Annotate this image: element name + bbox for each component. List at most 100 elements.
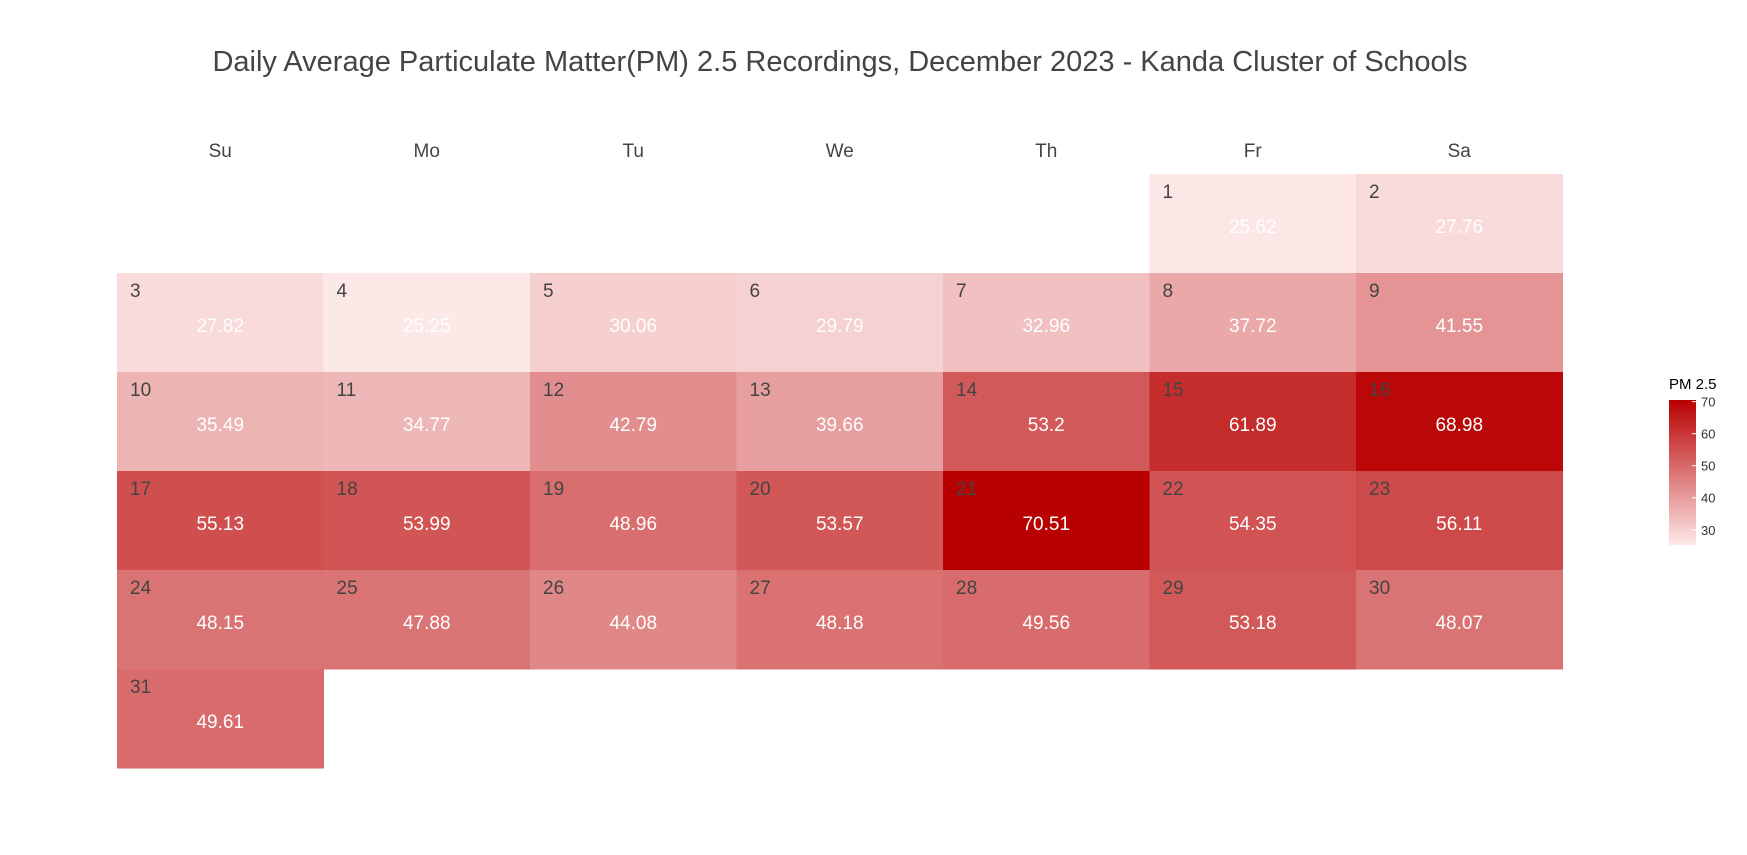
- day-cell-10: 10 35.49: [117, 372, 324, 472]
- day-number-label: 3: [130, 281, 141, 302]
- pm25-value-label: 55.13: [196, 514, 244, 535]
- day-cell-fill: [117, 669, 324, 769]
- legend-color-bar: [1669, 400, 1696, 545]
- pm25-value-label: 48.96: [609, 514, 657, 535]
- day-cell-fill: [1149, 273, 1357, 373]
- legend-tick-label: 40: [1701, 491, 1715, 506]
- day-cell-4: 425.25: [323, 273, 531, 373]
- pm25-value-label: 34.77: [403, 415, 451, 436]
- weekday-label-tu: Tu: [623, 141, 644, 162]
- day-number-label: 1: [1163, 182, 1174, 203]
- day-cell-fill: [943, 273, 1150, 373]
- day-cell-24: 24 48.15: [117, 570, 324, 670]
- day-cell-fill: [323, 471, 531, 571]
- day-cell-16: 16 68.98: [1356, 372, 1563, 472]
- pm25-value-label: 49.61: [196, 712, 244, 733]
- pm25-value-label: 61.89: [1229, 415, 1277, 436]
- color-legend: PM 2.5 30 40 50 60 70: [1669, 376, 1717, 545]
- day-number-label: 19: [543, 479, 564, 500]
- legend-tick-label: 30: [1701, 523, 1715, 538]
- day-number-label: 31: [130, 677, 151, 698]
- pm25-value-label: 39.66: [816, 415, 864, 436]
- pm25-value-label: 37.72: [1229, 316, 1277, 337]
- day-cell-fill: [117, 570, 324, 670]
- pm25-value-label: 68.98: [1435, 415, 1483, 436]
- day-cell-fill: [323, 570, 531, 670]
- day-cell-fill: [1356, 372, 1563, 472]
- day-cell-30: 30 48.07: [1356, 570, 1563, 670]
- day-number-label: 20: [750, 479, 771, 500]
- pm25-value-label: 35.49: [196, 415, 244, 436]
- day-number-label: 17: [130, 479, 151, 500]
- pm25-value-label: 32.96: [1022, 316, 1070, 337]
- pm25-value-label: 48.18: [816, 613, 864, 634]
- pm25-value-label: 53.18: [1229, 613, 1277, 634]
- chart-title: Daily Average Particulate Matter(PM) 2.5…: [212, 46, 1467, 78]
- day-number-label: 13: [750, 380, 771, 401]
- day-number-label: 18: [337, 479, 358, 500]
- legend-title: PM 2.5: [1669, 376, 1717, 393]
- day-number-label: 29: [1163, 578, 1184, 599]
- day-cell-2: 227.76: [1356, 174, 1563, 274]
- day-cell-23: 23 56.11: [1356, 471, 1563, 571]
- pm25-value-label: 25.25: [403, 316, 451, 337]
- day-cell-fill: [1356, 570, 1563, 670]
- day-cell-fill: [943, 471, 1150, 571]
- day-number-label: 30: [1369, 578, 1390, 599]
- day-cell-fill: [530, 570, 737, 670]
- day-cell-fill: [943, 372, 1150, 472]
- pm25-value-label: 54.35: [1229, 514, 1277, 535]
- day-number-label: 8: [1163, 281, 1174, 302]
- day-number-label: 4: [337, 281, 348, 302]
- day-cell-27: 27 48.18: [736, 570, 944, 670]
- pm25-value-label: 47.88: [403, 613, 451, 634]
- pm25-value-label: 70.51: [1022, 514, 1070, 535]
- calendar-grid: 125.62227.76327.82425.25530.06629.79732.…: [117, 174, 1563, 769]
- day-number-label: 16: [1369, 380, 1390, 401]
- day-cell-fill: [736, 273, 944, 373]
- day-cell-fill: [736, 471, 944, 571]
- legend-ticks: 30 40 50 60 70: [1692, 395, 1715, 538]
- day-number-label: 21: [956, 479, 977, 500]
- day-cell-3: 327.82: [117, 273, 324, 373]
- day-cell-18: 18 53.99: [323, 471, 531, 571]
- day-number-label: 15: [1163, 380, 1184, 401]
- day-cell-fill: [1356, 471, 1563, 571]
- day-cell-20: 20 53.57: [736, 471, 944, 571]
- day-cell-6: 629.79: [736, 273, 944, 373]
- day-cell-fill: [530, 273, 737, 373]
- pm25-value-label: 48.07: [1435, 613, 1483, 634]
- day-cell-fill: [530, 372, 737, 472]
- day-number-label: 27: [750, 578, 771, 599]
- day-number-label: 5: [543, 281, 554, 302]
- day-cell-fill: [736, 570, 944, 670]
- pm25-value-label: 53.57: [816, 514, 864, 535]
- pm25-value-label: 56.11: [1436, 514, 1482, 535]
- day-cell-26: 26 44.08: [530, 570, 737, 670]
- weekday-label-th: Th: [1035, 141, 1057, 162]
- day-number-label: 26: [543, 578, 564, 599]
- weekday-label-su: Su: [209, 141, 232, 162]
- day-cell-25: 25 47.88: [323, 570, 531, 670]
- pm25-value-label: 53.99: [403, 514, 451, 535]
- day-number-label: 25: [337, 578, 358, 599]
- pm25-value-label: 48.15: [196, 613, 244, 634]
- day-cell-15: 15 61.89: [1149, 372, 1357, 472]
- day-cell-21: 21 70.51: [943, 471, 1150, 571]
- day-number-label: 6: [750, 281, 761, 302]
- day-cell-8: 837.72: [1149, 273, 1357, 373]
- day-number-label: 2: [1369, 182, 1380, 203]
- day-number-label: 12: [543, 380, 564, 401]
- day-cell-fill: [1149, 471, 1357, 571]
- pm25-value-label: 53.2: [1028, 415, 1065, 436]
- day-number-label: 23: [1369, 479, 1390, 500]
- weekday-label-we: We: [826, 141, 854, 162]
- day-number-label: 24: [130, 578, 152, 599]
- day-number-label: 10: [130, 380, 151, 401]
- day-cell-fill: [323, 273, 531, 373]
- weekday-label-sa: Sa: [1448, 141, 1472, 162]
- day-cell-12: 12 42.79: [530, 372, 737, 472]
- day-number-label: 22: [1163, 479, 1184, 500]
- pm25-value-label: 41.55: [1435, 316, 1483, 337]
